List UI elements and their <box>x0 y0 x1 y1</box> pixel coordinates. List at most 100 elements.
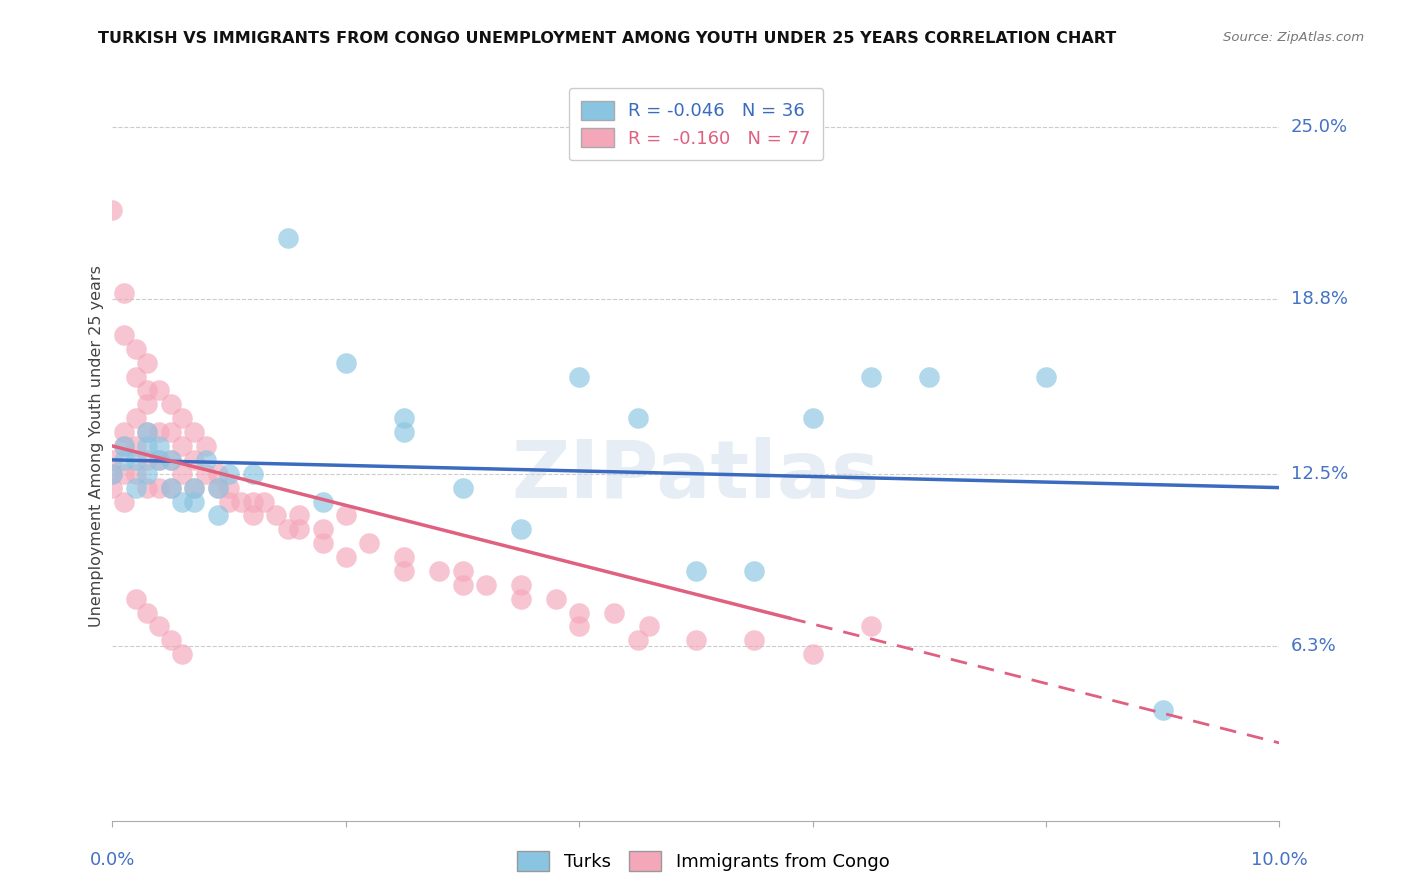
Point <box>603 606 626 620</box>
Point <box>568 369 591 384</box>
Text: TURKISH VS IMMIGRANTS FROM CONGO UNEMPLOYMENT AMONG YOUTH UNDER 25 YEARS CORRELA: TURKISH VS IMMIGRANTS FROM CONGO UNEMPLO… <box>98 31 1116 46</box>
Point <box>125 369 148 384</box>
Point <box>183 481 205 495</box>
Point <box>742 564 765 578</box>
Point <box>427 564 450 578</box>
Point <box>207 467 229 481</box>
Text: ZIPatlas: ZIPatlas <box>512 437 880 515</box>
Point <box>136 425 159 439</box>
Point <box>475 578 498 592</box>
Point <box>136 356 159 370</box>
Point <box>207 481 229 495</box>
Point <box>253 494 276 508</box>
Point <box>148 384 170 398</box>
Point <box>148 481 170 495</box>
Point <box>194 453 217 467</box>
Point <box>112 425 135 439</box>
Legend: Turks, Immigrants from Congo: Turks, Immigrants from Congo <box>509 844 897 879</box>
Point <box>860 619 883 633</box>
Point <box>136 397 159 411</box>
Point <box>160 481 183 495</box>
Point <box>125 342 148 356</box>
Point <box>451 578 474 592</box>
Point <box>860 369 883 384</box>
Point <box>918 369 941 384</box>
Point <box>544 591 567 606</box>
Point <box>125 467 148 481</box>
Point <box>335 508 357 523</box>
Point <box>742 633 765 648</box>
Point <box>183 481 205 495</box>
Text: 6.3%: 6.3% <box>1291 637 1336 655</box>
Point <box>394 549 416 564</box>
Point <box>183 425 205 439</box>
Point <box>125 453 148 467</box>
Point <box>148 425 170 439</box>
Point <box>112 439 135 453</box>
Point <box>801 411 824 425</box>
Point <box>311 494 333 508</box>
Point <box>207 508 229 523</box>
Point <box>311 522 333 536</box>
Point <box>112 328 135 343</box>
Text: 10.0%: 10.0% <box>1251 851 1308 869</box>
Point <box>125 591 148 606</box>
Point <box>172 647 194 661</box>
Point <box>207 481 229 495</box>
Point <box>1035 369 1057 384</box>
Point <box>101 467 124 481</box>
Point <box>160 425 183 439</box>
Point <box>183 453 205 467</box>
Point <box>394 425 416 439</box>
Point <box>218 494 240 508</box>
Point <box>136 606 159 620</box>
Point <box>125 481 148 495</box>
Point <box>568 606 591 620</box>
Point <box>160 481 183 495</box>
Point <box>451 564 474 578</box>
Legend: R = -0.046   N = 36, R =  -0.160   N = 77: R = -0.046 N = 36, R = -0.160 N = 77 <box>568 88 824 161</box>
Point <box>394 411 416 425</box>
Point <box>172 494 194 508</box>
Point <box>242 508 264 523</box>
Point <box>136 453 159 467</box>
Point <box>638 619 661 633</box>
Y-axis label: Unemployment Among Youth under 25 years: Unemployment Among Youth under 25 years <box>89 265 104 627</box>
Point <box>136 384 159 398</box>
Point <box>160 453 183 467</box>
Point <box>218 481 240 495</box>
Point <box>627 411 650 425</box>
Point <box>101 453 124 467</box>
Point <box>394 564 416 578</box>
Point <box>101 203 124 218</box>
Point <box>451 481 474 495</box>
Point <box>172 411 194 425</box>
Point <box>801 647 824 661</box>
Point <box>101 467 124 481</box>
Point <box>288 522 311 536</box>
Point <box>509 578 531 592</box>
Point <box>509 591 531 606</box>
Point <box>229 494 252 508</box>
Point <box>112 467 135 481</box>
Point <box>148 453 170 467</box>
Point <box>264 508 287 523</box>
Text: 18.8%: 18.8% <box>1291 290 1347 308</box>
Text: 0.0%: 0.0% <box>90 851 135 869</box>
Text: 12.5%: 12.5% <box>1291 465 1348 483</box>
Point <box>194 439 217 453</box>
Point <box>242 467 264 481</box>
Point <box>685 564 707 578</box>
Point <box>276 231 298 245</box>
Point <box>148 439 170 453</box>
Point <box>160 397 183 411</box>
Point <box>183 494 205 508</box>
Point <box>125 439 148 453</box>
Point <box>335 549 357 564</box>
Point <box>136 481 159 495</box>
Point <box>194 467 217 481</box>
Point <box>311 536 333 550</box>
Point <box>359 536 381 550</box>
Point <box>125 411 148 425</box>
Point <box>568 619 591 633</box>
